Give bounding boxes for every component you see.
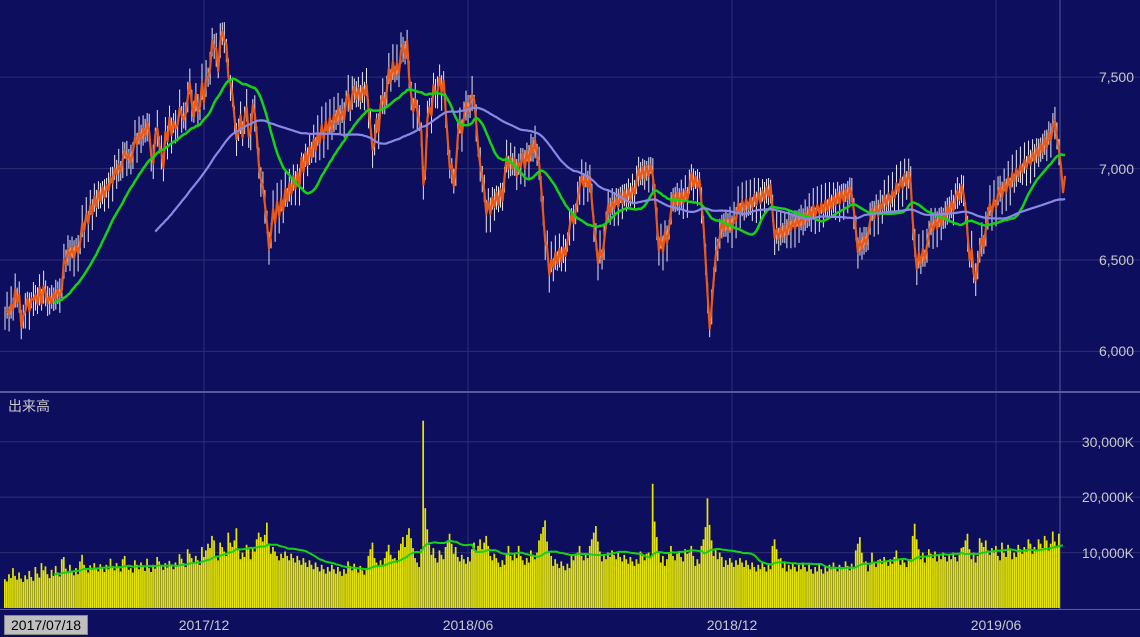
xaxis-tick: 2018/06 xyxy=(443,617,494,633)
price-ytick: 6,000 xyxy=(1099,343,1134,359)
volume-title: 出来高 xyxy=(8,396,50,416)
xaxis-tick: 2017/12 xyxy=(179,617,230,633)
volume-ytick: 30,000K xyxy=(1082,434,1134,450)
volume-ytick: 10,000K xyxy=(1082,545,1134,561)
xaxis-tick: 2018/12 xyxy=(707,617,758,633)
volume-ytick: 20,000K xyxy=(1082,489,1134,505)
xaxis-tick: 2019/06 xyxy=(971,617,1022,633)
price-ytick: 7,000 xyxy=(1099,161,1134,177)
chart-root: 6,000 6,500 7,000 7,500 10,000K 20,000K 30,000… xyxy=(0,0,1140,637)
start-date-badge: 2017/07/18 xyxy=(4,615,88,635)
price-ytick: 7,500 xyxy=(1099,69,1134,85)
chart-svg xyxy=(0,0,1140,637)
price-ytick: 6,500 xyxy=(1099,252,1134,268)
